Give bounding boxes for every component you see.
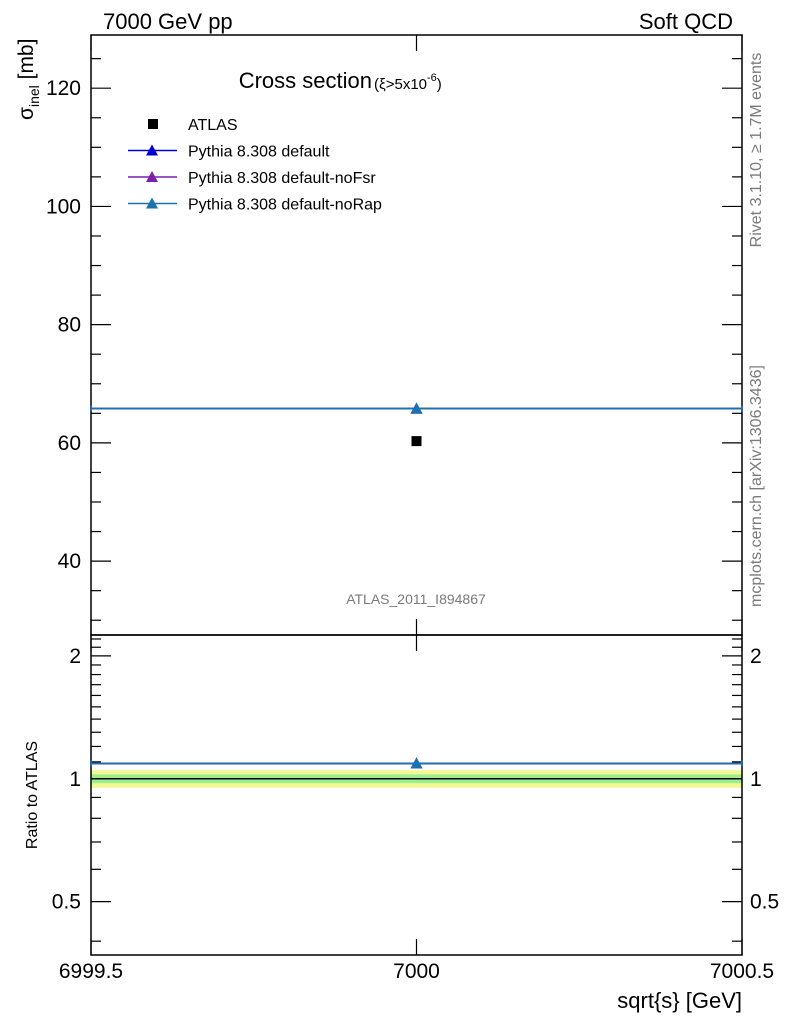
ylabel-unit: [mb] <box>15 39 38 80</box>
legend-label: Pythia 8.308 default <box>188 144 330 161</box>
x-tick-label: 6999.5 <box>59 960 123 983</box>
main-panel: 40 60 80 100 120 Cross section (ξ>5x10-6) σi… <box>15 34 743 636</box>
data-point <box>411 436 422 447</box>
title-condition-exponent: -6 <box>427 72 437 84</box>
ratio-y-tick-label: 0.5 <box>52 891 81 914</box>
main-ylabel-text: σinel [mb] <box>15 39 42 120</box>
ratio-y-tick-label: 2 <box>69 645 81 668</box>
x-tick-label: 7000 <box>393 960 440 983</box>
ratio-ylabel: Ratio to ATLAS <box>24 741 41 849</box>
ratio-frame <box>90 634 743 956</box>
legend-marker <box>146 171 158 182</box>
ratio-panel: 0.5 0.5 1 1 2 2 6999.5 7000 7000.5 Ratio to ATLA… <box>24 634 779 1013</box>
series-marker <box>410 402 423 414</box>
source-label: mcplots.cern.ch [arXiv:1306.3436] <box>748 365 765 607</box>
y-tick-label: 40 <box>58 550 81 573</box>
ratio-y-tick-label: 1 <box>69 768 81 791</box>
xlabel: sqrt{s} [GeV] <box>617 988 742 1013</box>
title-condition: (ξ>5x10-6) <box>374 72 442 93</box>
main-series <box>90 402 743 447</box>
legend-marker <box>146 144 158 156</box>
title-condition-close: ) <box>437 76 442 93</box>
chart-title: Cross section <box>239 68 372 93</box>
legend-label: Pythia 8.308 default-noFsr <box>188 170 376 187</box>
ylabel-symbol: σ <box>15 107 38 120</box>
legend-marker <box>146 197 158 209</box>
main-axis-ticks: 40 60 80 100 120 <box>46 35 743 635</box>
ratio-series <box>90 757 743 769</box>
ratio-y-tick-label-right: 2 <box>750 645 762 668</box>
legend: ATLAS Pythia 8.308 default Pythia 8.308 de… <box>128 117 382 214</box>
legend-label: Pythia 8.308 default-noRap <box>188 197 382 214</box>
title-condition-base: (ξ>5x10 <box>374 76 427 93</box>
main-ylabel: σinel [mb] <box>15 39 42 120</box>
rivet-version-label: Rivet 3.1.10, ≥ 1.7M events <box>748 53 765 248</box>
analysis-id-label: ATLAS_2011_I894867 <box>346 591 486 607</box>
y-tick-label: 120 <box>46 77 81 100</box>
ratio-bands <box>91 770 742 788</box>
process-label: Soft QCD <box>639 9 733 34</box>
ratio-y-tick-label-right: 0.5 <box>750 891 779 914</box>
y-tick-label: 100 <box>46 195 81 218</box>
y-tick-label: 80 <box>58 314 81 337</box>
legend-label: ATLAS <box>188 117 238 134</box>
legend-marker <box>148 119 158 129</box>
ylabel-subscript: inel <box>26 85 42 107</box>
ratio-series-marker <box>410 757 423 769</box>
beam-energy-label: 7000 GeV pp <box>103 9 233 34</box>
ratio-axis-ticks: 0.5 0.5 1 1 2 2 6999.5 7000 7000.5 <box>52 635 779 983</box>
y-tick-label: 60 <box>58 432 81 455</box>
ratio-y-tick-label-right: 1 <box>750 768 762 791</box>
x-tick-label: 7000.5 <box>710 960 774 983</box>
